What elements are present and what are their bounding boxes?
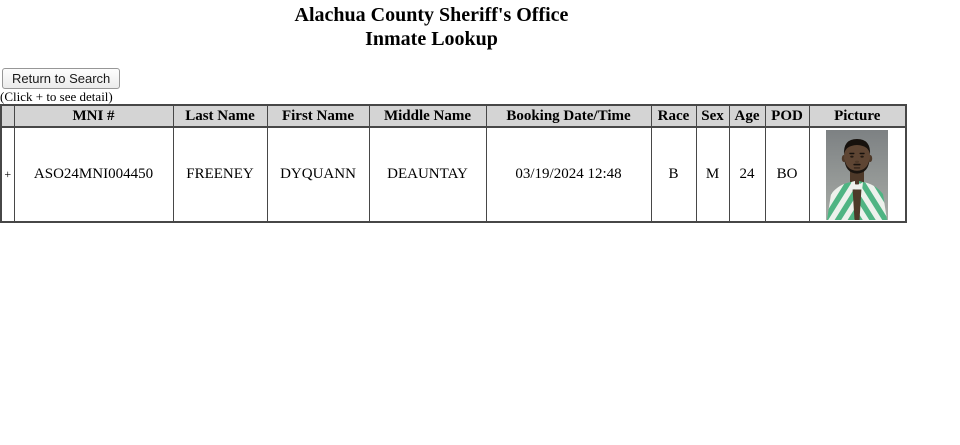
- header-pod: POD: [764, 104, 810, 128]
- header-middle-name: Middle Name: [368, 104, 487, 128]
- expand-row-button[interactable]: +: [0, 126, 15, 223]
- race-cell: B: [650, 126, 697, 223]
- return-to-search-button[interactable]: Return to Search: [2, 68, 121, 89]
- page-header: Alachua County Sheriff's Office Inmate L…: [0, 0, 863, 51]
- inmate-row: + ASO24MNI004450 FREENEY DYQUANN DEAUNTA…: [0, 126, 907, 223]
- mni-cell: ASO24MNI004450: [13, 126, 174, 223]
- page-title: Alachua County Sheriff's Office Inmate L…: [0, 3, 863, 51]
- page-title-line2: Inmate Lookup: [365, 28, 498, 50]
- first-name-cell: DYQUANN: [266, 126, 370, 223]
- last-name-cell: FREENEY: [172, 126, 268, 223]
- header-expand: [0, 104, 15, 128]
- expand-hint-text: (Click + to see detail): [0, 89, 113, 104]
- picture-cell: [808, 126, 907, 223]
- header-race: Race: [650, 104, 697, 128]
- header-age: Age: [728, 104, 766, 128]
- inmate-mugshot-photo: [826, 129, 889, 220]
- header-mni: MNI #: [13, 104, 174, 128]
- header-sex: Sex: [695, 104, 730, 128]
- header-picture: Picture: [808, 104, 907, 128]
- page-title-line1: Alachua County Sheriff's Office: [294, 4, 569, 26]
- middle-name-cell: DEAUNTAY: [368, 126, 487, 223]
- toolbar: Return to Search: [2, 68, 960, 89]
- header-last-name: Last Name: [172, 104, 268, 128]
- header-first-name: First Name: [266, 104, 370, 128]
- sex-cell: M: [695, 126, 730, 223]
- table-header-row: MNI # Last Name First Name Middle Name B…: [0, 104, 907, 128]
- pod-cell: BO: [764, 126, 810, 223]
- header-booking-datetime: Booking Date/Time: [485, 104, 652, 128]
- inmate-results-table: MNI # Last Name First Name Middle Name B…: [0, 104, 907, 223]
- booking-datetime-cell: 03/19/2024 12:48: [485, 126, 652, 223]
- age-cell: 24: [728, 126, 766, 223]
